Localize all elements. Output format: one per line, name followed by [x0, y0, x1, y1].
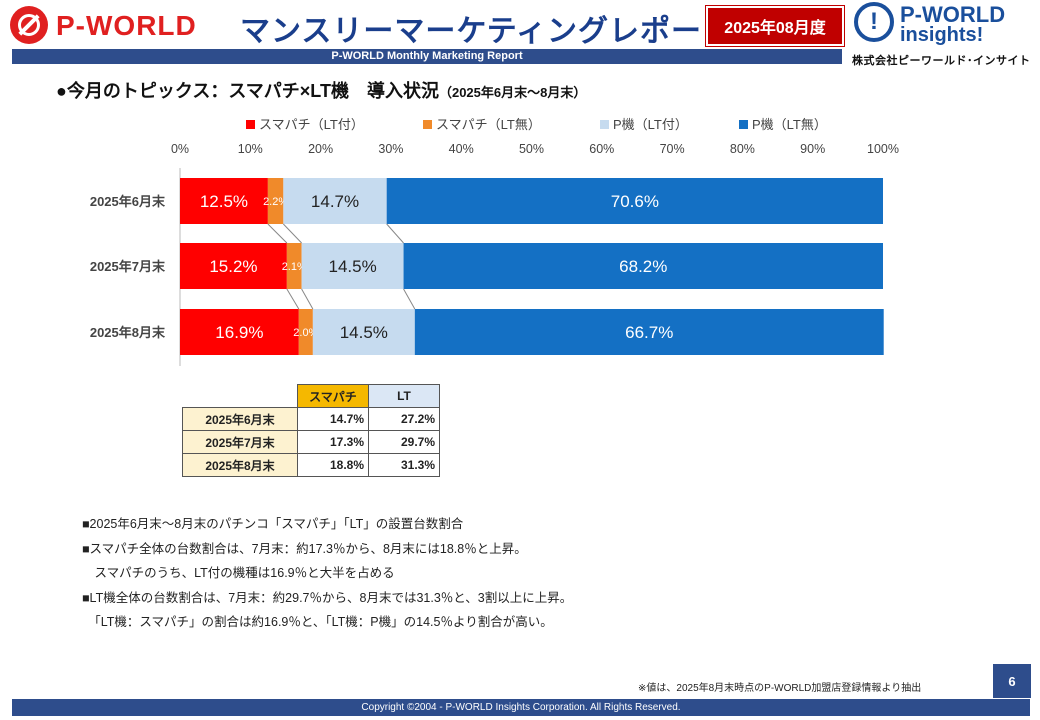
- data-label: 15.2%: [209, 257, 257, 276]
- p-world-logo: P-WORLD: [10, 6, 210, 46]
- topic-heading: ●今月のトピックス：スマパチ×LT機 導入状況（2025年6月末～8月末）: [56, 77, 586, 103]
- x-tick-label: 80%: [730, 142, 755, 156]
- cell-smapachi: 17.3%: [297, 430, 369, 454]
- header-lt: LT: [368, 384, 440, 408]
- bar-segment: [180, 309, 299, 355]
- data-label: 14.5%: [340, 323, 388, 342]
- series-line: [386, 223, 404, 244]
- notes-block: ■2025年6月末～8月末のパチンコ「スマパチ」「LT」の設置台数割合 ■スマパ…: [82, 512, 572, 635]
- x-tick-label: 90%: [800, 142, 825, 156]
- note-line: 「LT機：スマパチ」の割合は約16.9％と、「LT機：P機」の14.5％より割合…: [82, 615, 553, 629]
- category-label: 2025年8月末: [90, 325, 166, 340]
- subtitle-bar: P-WORLD Monthly Marketing Report: [12, 49, 842, 64]
- x-tick-label: 0%: [171, 142, 189, 156]
- note-line: スマパチのうち、LT付の機種は16.9％と大半を占める: [82, 566, 395, 580]
- insights-logo: ! P-WORLD insights! 株式会社ピーワールド･インサイト: [852, 2, 1038, 68]
- bar-segment: [414, 309, 884, 355]
- data-label: 12.5%: [200, 192, 248, 211]
- table-row: 2025年7月末 17.3% 29.7%: [182, 430, 440, 454]
- p-world-logo-icon: [10, 6, 48, 44]
- cell-lt: 29.7%: [368, 430, 440, 454]
- row-label: 2025年8月末: [182, 453, 298, 477]
- bar-segment: [180, 178, 268, 224]
- row-label: 2025年7月末: [182, 430, 298, 454]
- bar-segment: [312, 309, 415, 355]
- series-line: [282, 223, 302, 244]
- note-line: ■LT機全体の台数割合は、7月末：約29.7％から、8月末では31.3％と、3割…: [82, 590, 573, 605]
- data-label: 70.6%: [611, 192, 659, 211]
- bar-segment: [403, 243, 883, 289]
- data-label: 68.2%: [619, 257, 667, 276]
- legend-label: スマパチ（LT付）: [259, 117, 364, 132]
- source-note: ※値は、2025年8月末時点のP-WORLD加盟店登録情報より抽出: [638, 683, 922, 694]
- summary-table: スマパチ LT 2025年6月末 14.7% 27.2% 2025年7月末 17…: [182, 384, 440, 477]
- row-label: 2025年6月末: [182, 407, 298, 431]
- legend-swatch: [246, 120, 255, 129]
- bar-segment: [301, 243, 404, 289]
- data-label: 2.0%: [293, 327, 318, 339]
- note-line: ■2025年6月末～8月末のパチンコ「スマパチ」「LT」の設置台数割合: [82, 517, 464, 531]
- note-line: ■スマパチ全体の台数割合は、7月末：約17.3％から、8月末には18.8％と上昇…: [82, 541, 527, 556]
- bar-segment: [283, 178, 387, 224]
- insights-logo-line2: insights!: [900, 24, 984, 46]
- table-corner: [183, 385, 298, 408]
- legend-label: P機（LT付）: [613, 117, 688, 132]
- bar-segment: [298, 309, 313, 355]
- cell-smapachi: 18.8%: [297, 453, 369, 477]
- page-title: マンスリーマーケティングレポート: [240, 15, 733, 48]
- x-tick-label: 50%: [519, 142, 544, 156]
- legend-swatch: [600, 120, 609, 129]
- data-label: 14.7%: [311, 192, 359, 211]
- topic-period: （2025年6月末～8月末）: [438, 85, 587, 100]
- cell-smapachi: 14.7%: [297, 407, 369, 431]
- data-label: 14.5%: [328, 257, 376, 276]
- x-tick-label: 40%: [449, 142, 474, 156]
- company-name: 株式会社ピーワールド･インサイト: [852, 55, 1031, 67]
- footer-copyright: Copyright ©2004 - P-WORLD Insights Corpo…: [12, 699, 1030, 716]
- data-label: 2.1%: [282, 261, 307, 273]
- bar-segment: [180, 243, 287, 289]
- header-smapachi: スマパチ: [297, 384, 369, 408]
- category-label: 2025年7月末: [90, 259, 166, 274]
- cell-lt: 31.3%: [368, 453, 440, 477]
- series-line: [301, 288, 314, 310]
- data-label: 2.2%: [263, 196, 288, 208]
- x-tick-label: 60%: [589, 142, 614, 156]
- table-header-row: スマパチ LT: [183, 384, 440, 408]
- x-tick-label: 20%: [308, 142, 333, 156]
- x-tick-label: 10%: [238, 142, 263, 156]
- bar-segment: [386, 178, 883, 224]
- topic-title: ●今月のトピックス：スマパチ×LT機 導入状況: [56, 81, 439, 101]
- series-line: [403, 288, 416, 310]
- logo-left-text: P-WORLD: [56, 10, 197, 41]
- legend-label: スマパチ（LT無）: [436, 117, 541, 132]
- x-tick-label: 100%: [867, 142, 899, 156]
- series-line: [286, 288, 300, 310]
- legend-label: P機（LT無）: [752, 117, 827, 132]
- data-label: 66.7%: [625, 323, 673, 342]
- x-tick-label: 30%: [378, 142, 403, 156]
- category-label: 2025年6月末: [90, 194, 166, 209]
- table-row: 2025年8月末 18.8% 31.3%: [182, 453, 440, 477]
- cell-lt: 27.2%: [368, 407, 440, 431]
- insights-logo-line1: P-WORLD: [900, 2, 1006, 27]
- series-line: [267, 223, 288, 244]
- insights-exclamation-icon: !: [854, 2, 894, 42]
- bar-segment: [286, 243, 302, 289]
- x-tick-label: 70%: [660, 142, 685, 156]
- page-number: 6: [993, 664, 1031, 698]
- bar-segment: [267, 178, 284, 224]
- legend-swatch: [423, 120, 432, 129]
- period-badge: 2025年08月度: [706, 6, 844, 46]
- legend-swatch: [739, 120, 748, 129]
- stacked-bar-chart: スマパチ（LT付） スマパチ（LT無） P機（LT付） P機（LT無） 0% 10% 20%…: [90, 117, 899, 366]
- table-row: 2025年6月末 14.7% 27.2%: [182, 407, 440, 431]
- data-label: 16.9%: [215, 323, 263, 342]
